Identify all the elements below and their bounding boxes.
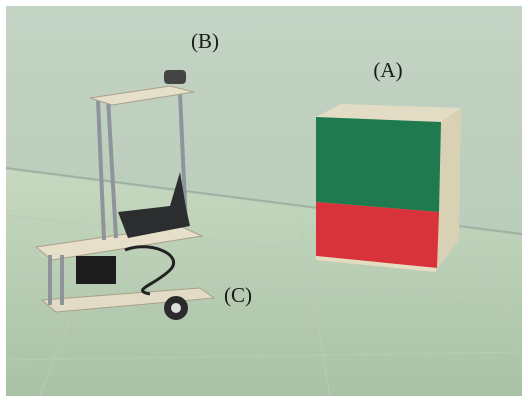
label-b: (B) (191, 29, 219, 53)
page: (B) (A) (C) (() => { const data = JSON.p… (0, 0, 528, 401)
label-a: (A) (373, 58, 402, 82)
photo: (B) (A) (C) (0, 0, 528, 401)
box (316, 104, 461, 272)
battery (76, 256, 116, 284)
label-c: (C) (224, 283, 252, 307)
camera (164, 70, 186, 84)
